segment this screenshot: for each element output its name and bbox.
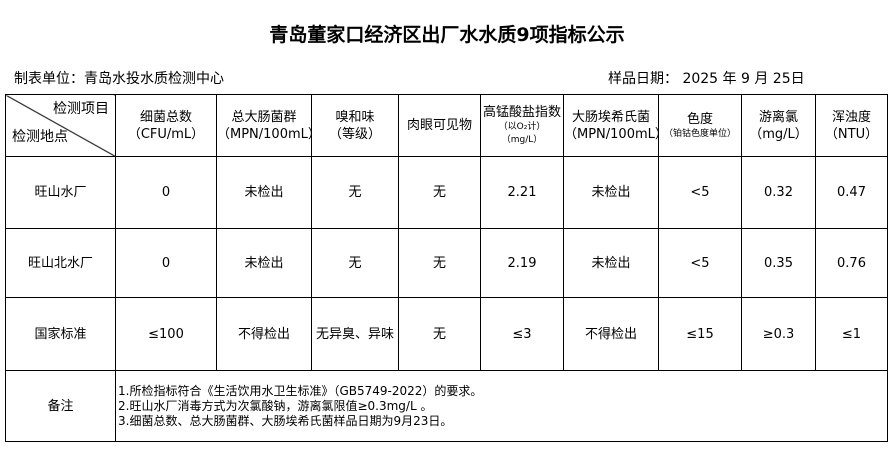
items-label: 检测项目: [53, 101, 109, 117]
value-cell: 未检出: [216, 156, 312, 229]
value-cell: ≥0.3: [741, 297, 816, 371]
note-line: 2.旺山水厂消毒方式为次氯酸钠，游离氯限值≥0.3mg/L 。: [118, 398, 433, 413]
value-cell: 0.35: [741, 228, 816, 298]
column-header: 游离氯 （mg/L）: [741, 94, 816, 157]
header-row: 检测项目 检测地点 细菌总数 （CFU/mL） 总大肠菌群 （MPN/100mL） …: [5, 94, 888, 157]
value-cell: 未检出: [216, 228, 312, 298]
value-cell: 0: [115, 228, 217, 298]
value-cell: ≤15: [658, 297, 742, 371]
value-cell: 未检出: [563, 156, 659, 229]
value-cell: 0.32: [741, 156, 816, 229]
note-line: 1.所检指标符合《生活饮用水卫生标准》（GB5749-2022）的要求。: [118, 383, 483, 398]
value-cell: ≤100: [115, 297, 217, 371]
value-cell: 无异臭、异味: [311, 297, 399, 371]
value-cell: 无: [398, 228, 481, 298]
value-cell: 0: [115, 156, 217, 229]
sample-date: 样品日期： 2025 年 9 月 25日: [608, 71, 805, 87]
value-cell: 不得检出: [563, 297, 659, 371]
value-cell: 无: [398, 156, 481, 229]
diagonal-header-cell: 检测项目 检测地点: [5, 94, 116, 157]
column-header: 总大肠菌群 （MPN/100mL）: [216, 94, 321, 157]
column-header: 高锰酸盐指数 （以O₂计） （mg/L）: [480, 94, 564, 157]
value-cell: 不得检出: [216, 297, 312, 371]
notes-row: 备注 1.所检指标符合《生活饮用水卫生标准》（GB5749-2022）的要求。 …: [5, 370, 888, 442]
value-cell: 2.21: [480, 156, 564, 229]
value-cell: <5: [658, 156, 742, 229]
value-cell: <5: [658, 228, 742, 298]
site-cell: 国家标准: [5, 297, 116, 371]
value-cell: 2.19: [480, 228, 564, 298]
column-header: 大肠埃希氏菌 （MPN/100mL）: [563, 94, 668, 157]
column-header: 色度 （铂钴色度单位）: [658, 94, 742, 157]
table-row: 旺山北水厂 0 未检出 无 无 2.19 未检出 <5 0.35 0.76: [5, 228, 888, 298]
value-cell: 0.76: [815, 228, 888, 298]
table-row: 旺山水厂 0 未检出 无 无 2.21 未检出 <5 0.32 0.47: [5, 156, 888, 229]
table-row: 国家标准 ≤100 不得检出 无异臭、异味 无 ≤3 不得检出 ≤15 ≥0.3…: [5, 297, 888, 371]
notes-label: 备注: [5, 370, 116, 442]
site-cell: 旺山北水厂: [5, 228, 116, 298]
value-cell: 无: [311, 228, 399, 298]
column-header: 嗅和味 （等级）: [311, 94, 399, 157]
water-quality-table: 检测项目 检测地点 细菌总数 （CFU/mL） 总大肠菌群 （MPN/100mL） …: [5, 94, 888, 442]
sites-label: 检测地点: [12, 129, 68, 145]
value-cell: 未检出: [563, 228, 659, 298]
note-line: 3.细菌总数、总大肠菌群、大肠埃希氏菌样品日期为9月23日。: [118, 413, 453, 428]
value-cell: 0.47: [815, 156, 888, 229]
value-cell: ≤3: [480, 297, 564, 371]
column-header: 肉眼可见物: [398, 94, 481, 157]
column-header: 浑浊度 （NTU）: [815, 94, 888, 157]
value-cell: ≤1: [815, 297, 888, 371]
page-title: 青岛董家口经济区出厂水水质9项指标公示: [269, 24, 625, 46]
value-cell: 无: [398, 297, 481, 371]
issuing-unit: 制表单位：青岛水投水质检测中心: [14, 71, 224, 87]
value-cell: 无: [311, 156, 399, 229]
notes-content: 1.所检指标符合《生活饮用水卫生标准》（GB5749-2022）的要求。 2.旺…: [115, 370, 888, 442]
column-header: 细菌总数 （CFU/mL）: [115, 94, 217, 157]
site-cell: 旺山水厂: [5, 156, 116, 229]
